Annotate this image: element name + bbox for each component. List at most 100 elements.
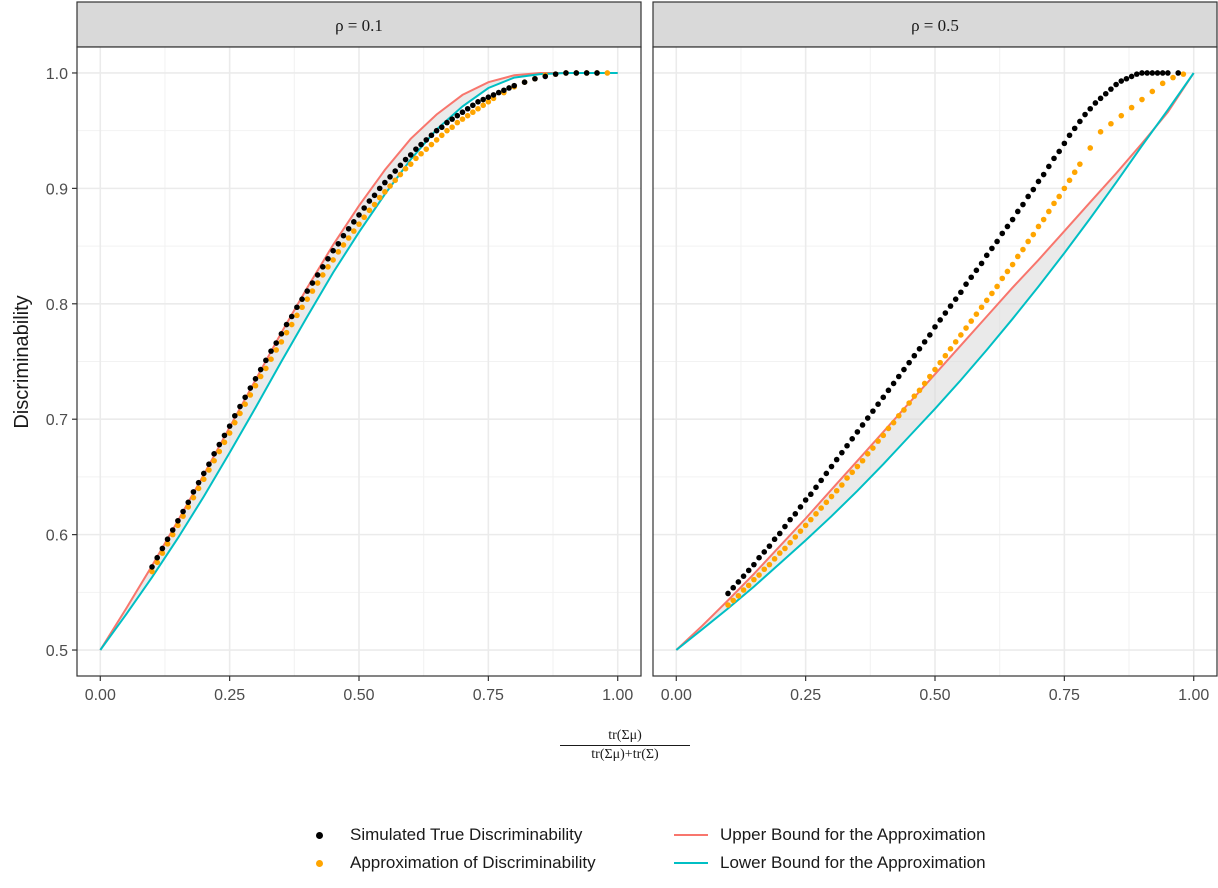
simulated-point <box>978 260 985 267</box>
approximation-point <box>808 516 814 523</box>
approximation-point <box>257 373 264 380</box>
simulated-point <box>190 489 197 495</box>
simulated-point <box>1051 155 1057 162</box>
approximation-point <box>211 457 217 464</box>
simulated-point <box>1139 70 1145 76</box>
simulated-point <box>288 313 295 320</box>
simulated-point <box>283 321 290 328</box>
simulated-point <box>963 281 969 287</box>
approximation-point <box>164 541 171 547</box>
approximation-point <box>433 137 440 143</box>
x-axis-title-denominator: tr(Σμ)+tr(Σ) <box>591 747 659 762</box>
approximation-point <box>1051 200 1057 207</box>
simulated-point <box>766 543 773 549</box>
upper-bound-line <box>675 72 1195 651</box>
simulated-point <box>1082 111 1088 118</box>
y-tick-label: 0.6 <box>46 528 68 545</box>
approximation-point <box>1004 268 1011 275</box>
legend-line-lower <box>674 862 708 864</box>
approximation-point <box>1087 145 1094 151</box>
simulated-point <box>495 89 502 96</box>
simulated-point <box>532 75 538 82</box>
simulated-point <box>937 317 943 323</box>
approximation-point <box>968 318 975 324</box>
approximation-point <box>175 522 181 529</box>
approximation-point <box>294 312 300 319</box>
approximation-point <box>438 132 445 139</box>
simulated-point <box>1097 95 1104 102</box>
approximation-point <box>973 311 980 317</box>
simulated-point <box>226 423 233 429</box>
simulated-point <box>511 82 518 89</box>
simulated-point <box>299 296 305 302</box>
approximation-point <box>407 161 414 167</box>
simulated-point <box>216 441 223 448</box>
simulated-point <box>730 584 737 591</box>
simulated-point <box>438 124 445 131</box>
approximation-point <box>263 365 269 372</box>
approximation-point <box>278 339 285 345</box>
simulated-point <box>164 536 171 543</box>
approximation-point <box>937 359 943 366</box>
simulated-point <box>1077 118 1083 125</box>
simulated-point <box>314 272 321 278</box>
approximation-point <box>1066 177 1073 184</box>
x-tick-label: 1.00 <box>1178 687 1209 704</box>
simulated-point <box>397 162 404 169</box>
simulated-point <box>206 461 212 468</box>
legend-item-simulated: Simulated True Discriminability <box>300 822 582 848</box>
simulated-point <box>1056 148 1062 155</box>
simulated-point <box>268 348 274 354</box>
simulated-point <box>844 442 850 449</box>
simulated-point <box>407 152 414 158</box>
simulated-point <box>1149 70 1156 76</box>
panel-strip-label: ρ = 0.1 <box>335 16 383 35</box>
simulated-point <box>849 436 856 442</box>
x-tick-label: 0.25 <box>214 687 245 704</box>
simulated-point <box>433 127 440 134</box>
approximation-point <box>776 550 783 556</box>
approximation-point <box>195 485 202 492</box>
simulated-point <box>335 240 342 247</box>
simulated-point <box>356 212 362 218</box>
approximation-point <box>382 189 388 195</box>
approximation-point <box>200 476 207 483</box>
x-tick-label: 0.75 <box>473 687 504 704</box>
approximation-point <box>875 438 881 444</box>
legend-label-upper: Upper Bound for the Approximation <box>720 825 986 844</box>
approximation-point <box>823 499 830 506</box>
simulated-point <box>828 463 835 470</box>
legend-item-lower: Lower Bound for the Approximation <box>670 850 986 876</box>
simulated-point <box>1175 70 1181 76</box>
legend: Simulated True Discriminability Approxim… <box>300 822 1060 882</box>
approximation-point <box>475 105 481 112</box>
x-tick-label: 0.75 <box>1049 687 1080 704</box>
simulated-point <box>740 573 747 579</box>
simulated-point <box>782 523 788 530</box>
simulated-point <box>154 554 161 561</box>
approximation-point <box>751 576 757 583</box>
approximation-point <box>1180 71 1187 77</box>
approximation-point <box>761 566 768 573</box>
approximation-point <box>340 242 347 248</box>
approximation-point <box>942 352 949 359</box>
legend-label-lower: Lower Bound for the Approximation <box>720 853 986 872</box>
approximation-point <box>818 505 824 511</box>
simulated-point <box>263 357 269 364</box>
simulated-point <box>470 102 476 109</box>
simulated-point <box>237 403 243 410</box>
simulated-point <box>1025 193 1031 200</box>
approximation-point <box>1071 169 1078 176</box>
approximation-point <box>1009 261 1016 268</box>
approximation-point <box>221 439 228 446</box>
approximation-point <box>402 165 409 172</box>
x-axis-title-numerator: tr(Σμ) <box>560 728 690 746</box>
simulated-point <box>947 303 954 309</box>
approximation-point <box>1097 129 1104 135</box>
approximation-point <box>319 272 326 278</box>
simulated-point <box>304 288 311 294</box>
approximation-point <box>782 545 788 552</box>
simulated-point <box>319 264 326 270</box>
simulated-point <box>808 491 814 498</box>
simulated-point <box>1046 163 1052 170</box>
